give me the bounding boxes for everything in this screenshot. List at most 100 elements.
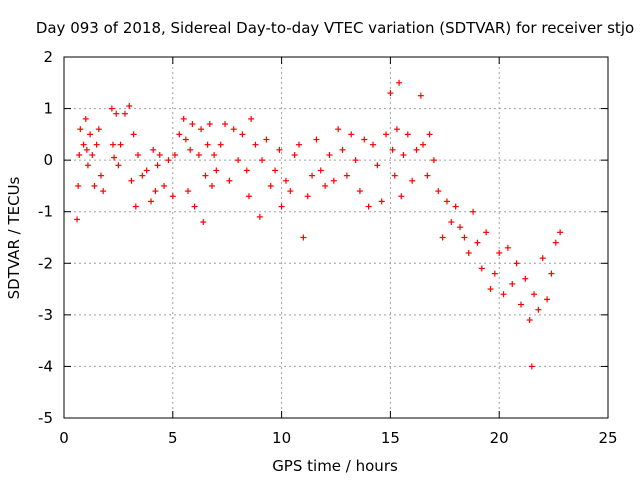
data-point: [400, 151, 407, 158]
data-point: [393, 126, 400, 133]
data-point: [322, 182, 329, 189]
data-point: [430, 157, 437, 164]
data-point: [148, 198, 155, 205]
data-point: [128, 177, 135, 184]
data-points: [74, 79, 564, 370]
data-point: [448, 219, 455, 226]
x-tick-label: 25: [598, 429, 617, 447]
data-point: [391, 172, 398, 179]
data-point: [404, 131, 411, 138]
data-point: [134, 151, 141, 158]
data-point: [248, 115, 255, 122]
data-point: [93, 141, 100, 148]
data-point: [339, 146, 346, 153]
x-tick-label: 0: [59, 429, 69, 447]
data-point: [117, 141, 124, 148]
data-point: [87, 131, 94, 138]
data-point: [189, 121, 196, 128]
data-point: [317, 167, 324, 174]
data-point: [143, 167, 150, 174]
data-point: [74, 216, 81, 223]
data-point: [465, 249, 472, 256]
x-tick-label: 10: [272, 429, 291, 447]
data-point: [206, 121, 213, 128]
data-point: [126, 102, 133, 109]
data-point: [161, 182, 168, 189]
data-point: [235, 157, 242, 164]
y-tick-label: -3: [38, 306, 53, 324]
data-point: [509, 280, 516, 287]
data-point: [522, 275, 529, 282]
data-point: [474, 239, 481, 246]
data-point: [217, 141, 224, 148]
data-point: [526, 317, 533, 324]
data-point: [282, 177, 289, 184]
data-point: [309, 172, 316, 179]
data-point: [75, 182, 82, 189]
x-tick-label: 15: [381, 429, 400, 447]
data-point: [304, 193, 311, 200]
data-point: [77, 126, 84, 133]
data-point: [180, 115, 187, 122]
data-point: [182, 136, 189, 143]
data-point: [352, 157, 359, 164]
x-axis-label: GPS time / hours: [272, 457, 398, 475]
data-point: [535, 306, 542, 313]
data-point: [369, 141, 376, 148]
data-point: [291, 151, 298, 158]
data-point: [169, 193, 176, 200]
data-point: [213, 167, 220, 174]
data-point: [378, 198, 385, 205]
data-point: [208, 182, 215, 189]
data-point: [491, 270, 498, 277]
data-point: [287, 188, 294, 195]
data-point: [513, 260, 520, 267]
data-point: [557, 229, 564, 236]
data-point: [95, 126, 102, 133]
data-point: [528, 363, 535, 370]
y-tick-label: 2: [43, 48, 53, 66]
data-point: [256, 213, 263, 220]
data-point: [276, 146, 283, 153]
data-point: [278, 203, 285, 210]
data-point: [226, 177, 233, 184]
data-point: [89, 151, 96, 158]
data-point: [424, 172, 431, 179]
data-point: [398, 193, 405, 200]
data-point: [252, 141, 259, 148]
data-point: [387, 90, 394, 97]
data-point: [531, 291, 538, 298]
data-point: [361, 136, 368, 143]
x-tick-label: 5: [168, 429, 178, 447]
data-point: [470, 208, 477, 215]
data-point: [80, 141, 87, 148]
data-point: [230, 126, 237, 133]
data-point: [150, 146, 157, 153]
data-point: [552, 239, 559, 246]
data-point: [211, 151, 218, 158]
y-tick-label: -5: [38, 409, 53, 427]
data-point: [343, 172, 350, 179]
data-point: [500, 291, 507, 298]
data-point: [76, 151, 83, 158]
data-point: [111, 154, 118, 161]
y-tick-label: -2: [38, 254, 53, 272]
y-tick-label: -4: [38, 357, 53, 375]
data-point: [413, 146, 420, 153]
data-point: [548, 270, 555, 277]
x-tick-label: 20: [490, 429, 509, 447]
data-point: [517, 301, 524, 308]
data-point: [113, 110, 120, 117]
data-point: [300, 234, 307, 241]
x-tick-labels: 0 5 10 15 20 25: [59, 429, 617, 447]
data-point: [243, 167, 250, 174]
data-point: [544, 296, 551, 303]
data-point: [108, 105, 115, 112]
data-point: [130, 131, 137, 138]
data-point: [267, 182, 274, 189]
data-point: [100, 188, 107, 195]
data-point: [330, 177, 337, 184]
data-point: [374, 162, 381, 169]
data-point: [121, 110, 128, 117]
